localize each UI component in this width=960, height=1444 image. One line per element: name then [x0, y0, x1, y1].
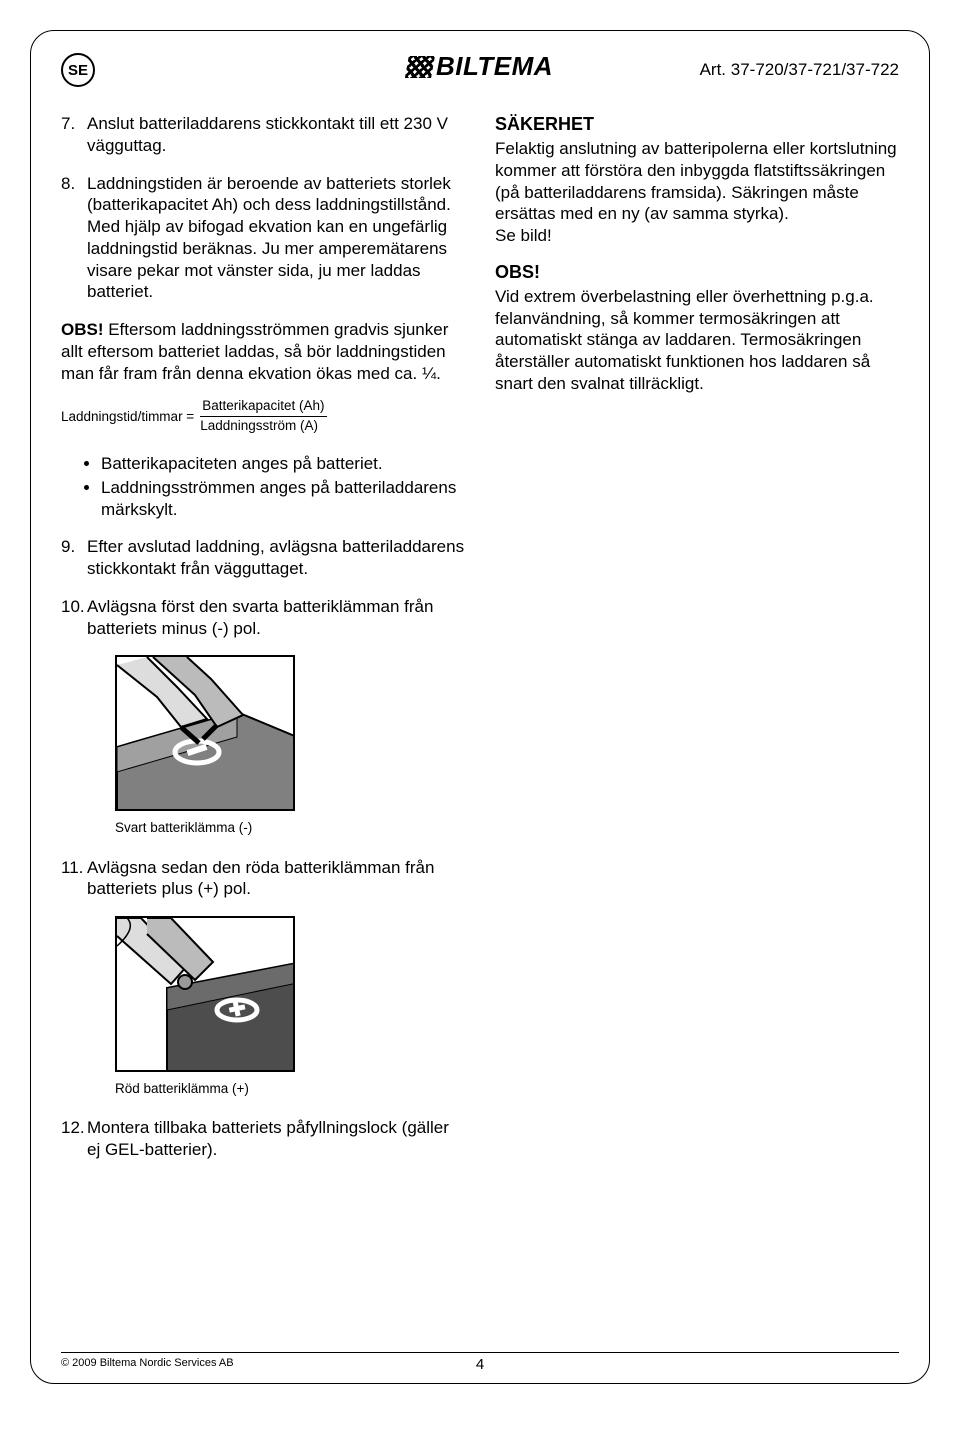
country-badge-text: SE [68, 62, 88, 79]
equation-numerator: Batterikapacitet (Ah) [200, 398, 326, 417]
obs-note-1: OBS! Eftersom laddningsströmmen gradvis … [61, 319, 465, 384]
clamp-illustration-icon [117, 657, 295, 811]
see-image-text: Se bild! [495, 225, 899, 247]
step-7: 7. Anslut batteriladdarens stickkontakt … [61, 113, 465, 157]
brand-logo-text: BILTEMA [436, 51, 553, 82]
step-11: 11. Avlägsna sedan den röda batteriklämm… [61, 857, 465, 901]
obs-label: OBS! [61, 320, 104, 339]
equation-fraction: Batterikapacitet (Ah) Laddningsström (A) [200, 398, 326, 435]
left-column: 7. Anslut batteriladdarens stickkontakt … [61, 113, 465, 1177]
step-text: Anslut batteriladdarens stickkontakt til… [87, 113, 465, 157]
obs-text-2: Vid extrem överbelastning eller överhett… [495, 286, 899, 395]
figure-caption-black: Svart batteriklämma (-) [115, 819, 465, 836]
figure-black-clamp [115, 655, 295, 811]
step-number: 10. [61, 596, 87, 640]
step-text: Avlägsna sedan den röda batteriklämman f… [87, 857, 465, 901]
country-badge: SE [61, 53, 95, 87]
clamp-illustration-icon [117, 918, 295, 1072]
bullet-item: Batterikapaciteten anges på batteriet. [101, 453, 465, 475]
brand-logo: BILTEMA [407, 51, 553, 82]
step-number: 11. [61, 857, 87, 901]
copyright-text: © 2009 Biltema Nordic Services AB [61, 1357, 234, 1369]
step-number: 8. [61, 173, 87, 304]
figure-red-clamp [115, 916, 295, 1072]
step-10: 10. Avlägsna först den svarta batteriklä… [61, 596, 465, 640]
info-bullets: Batterikapaciteten anges på batteriet. L… [61, 453, 465, 520]
safety-text: Felaktig anslutning av batteripolerna el… [495, 138, 899, 225]
step-9: 9. Efter avslutad laddning, avlägsna bat… [61, 536, 465, 580]
page-frame: SE BILTEMA Art. 37-720/37-721/37-722 7. … [30, 30, 930, 1384]
step-number: 7. [61, 113, 87, 157]
figure-caption-red: Röd batteriklämma (+) [115, 1080, 465, 1097]
page-header: SE BILTEMA Art. 37-720/37-721/37-722 [61, 53, 899, 87]
right-column: SÄKERHET Felaktig anslutning av batterip… [495, 113, 899, 1177]
two-column-layout: 7. Anslut batteriladdarens stickkontakt … [61, 113, 899, 1177]
step-12: 12. Montera tillbaka batteriets påfyllni… [61, 1117, 465, 1161]
equation-lhs: Laddningstid/timmar = [61, 408, 194, 425]
obs-heading: OBS! [495, 261, 899, 284]
step-text: Montera tillbaka batteriets påfyllningsl… [87, 1117, 465, 1161]
equation-denominator: Laddningsström (A) [200, 417, 326, 435]
safety-heading: SÄKERHET [495, 113, 899, 136]
step-text: Avlägsna först den svarta batteriklämman… [87, 596, 465, 640]
step-text: Efter avslutad laddning, avlägsna batter… [87, 536, 465, 580]
charging-time-equation: Laddningstid/timmar = Batterikapacitet (… [61, 398, 465, 435]
step-number: 12. [61, 1117, 87, 1161]
checker-icon [405, 56, 435, 78]
article-number: Art. 37-720/37-721/37-722 [700, 60, 899, 80]
bullet-item: Laddningsströmmen anges på batteriladdar… [101, 477, 465, 521]
step-number: 9. [61, 536, 87, 580]
page-number: 4 [476, 1356, 484, 1373]
step-text: Laddningstiden är beroende av batteriets… [87, 173, 465, 304]
obs-text: Eftersom laddningsströmmen gradvis sjunk… [61, 320, 448, 383]
step-8: 8. Laddningstiden är beroende av batteri… [61, 173, 465, 304]
